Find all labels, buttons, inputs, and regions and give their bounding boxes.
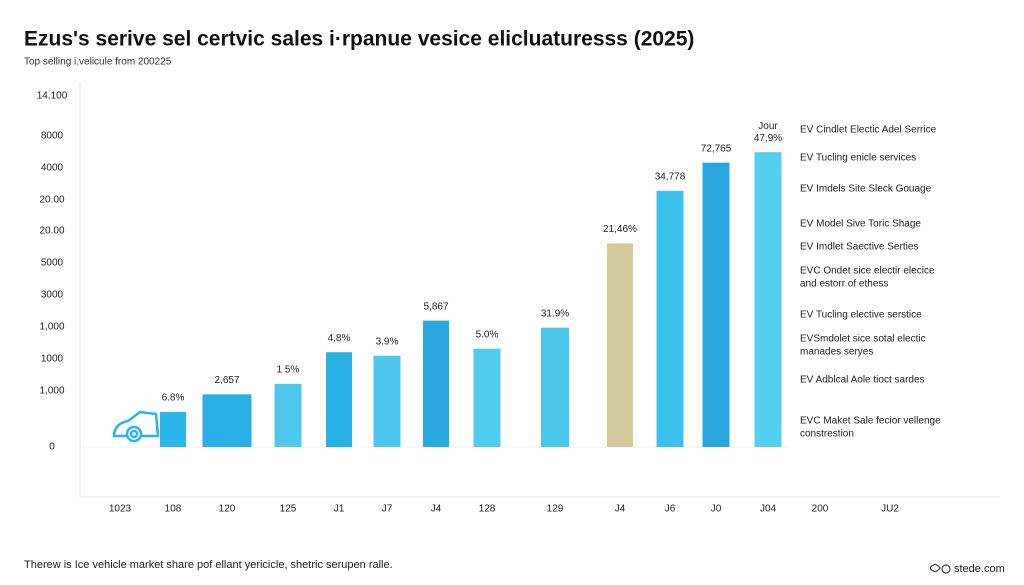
legend-entry: constrestion (800, 429, 854, 440)
x-tick-label: 200 (812, 504, 829, 515)
value-label: 1 5% (277, 364, 300, 375)
value-label: 4,8% (328, 333, 351, 344)
y-axis-label: 20.00 (39, 195, 64, 206)
value-label: 5.0% (476, 329, 499, 340)
bar (423, 320, 449, 447)
legend-entry: and estorr of ethess (800, 279, 888, 290)
y-axis-label: 1,000 (39, 322, 64, 333)
x-tick-label: J4 (431, 504, 442, 515)
bar (607, 243, 633, 447)
bar (202, 394, 252, 447)
source-icon (929, 563, 951, 574)
bar (373, 355, 401, 447)
y-axis-label: 5000 (41, 258, 64, 269)
legend-entry: EV Imdlet Saective Serties (800, 242, 918, 253)
x-tick-label: JU2 (881, 504, 899, 515)
y-axis-label: 0 (49, 442, 55, 453)
value-label: 5,867 (423, 301, 448, 312)
x-tick-label: J1 (334, 504, 345, 515)
footnote: Therew is Ice vehicle market share pof e… (24, 559, 393, 571)
chart-subtitle: Top selling i.velicule from 200225 (24, 57, 172, 68)
x-tick-label: J7 (382, 504, 393, 515)
y-axis-label: 14,100 (37, 91, 68, 102)
bar (541, 327, 569, 447)
bar (274, 383, 302, 447)
bar (326, 352, 352, 447)
bar (473, 348, 501, 447)
value-label: 34,778 (655, 171, 686, 182)
value-label: 72,765 (701, 143, 732, 154)
bar (160, 411, 186, 447)
x-tick-label: J04 (760, 504, 777, 515)
y-axis-label: 4000 (41, 163, 64, 174)
legend-entry: EV Tucling enicle services (800, 153, 916, 164)
x-tick-label: J6 (665, 504, 676, 515)
x-tick-label: 120 (219, 504, 236, 515)
y-axis-label: 8000 (41, 131, 64, 142)
legend-entry: manades seryes (800, 347, 873, 358)
chart-title: Ezus's serive sel certvic sales i·rpanue… (24, 28, 694, 51)
x-tick-label: 125 (280, 504, 297, 515)
y-axis-label: 1000 (41, 354, 64, 365)
value-label: 3.9% (376, 336, 399, 347)
legend-entry: EVC Maket Sale fecior vellenge (800, 416, 941, 427)
car-icon (112, 410, 160, 443)
x-tick-label: 1023 (109, 504, 132, 515)
legend-entry: EVSmdolet sice sotal electic (800, 334, 926, 345)
bar (656, 190, 684, 447)
x-tick-label: 129 (547, 504, 564, 515)
legend-entry: EVC Ondet sice electir elecice (800, 266, 935, 277)
y-axis-label: 3000 (41, 290, 64, 301)
legend-entry: EV Model Sive Toric Shage (800, 219, 921, 230)
value-label: 47,9% (754, 133, 782, 144)
x-tick-label: J4 (615, 504, 626, 515)
value-label: 31.9% (541, 308, 569, 319)
bar (702, 162, 730, 447)
x-tick-label: 108 (165, 504, 182, 515)
top-annotation: Jour (758, 121, 778, 132)
legend-entry: EV Imdels Site Sleck Gouage (800, 184, 932, 195)
x-tick-label: J0 (711, 504, 722, 515)
x-tick-label: 128 (479, 504, 496, 515)
value-label: 2,657 (214, 375, 239, 386)
legend-entry: EV Tucling elective serstice (800, 310, 922, 321)
source: stede.com (954, 563, 1005, 575)
legend-entry: EV Cindlet Electic Adel Serrice (800, 125, 937, 136)
y-axis-label: 1,000 (39, 386, 64, 397)
value-label: 21,46% (603, 224, 637, 235)
legend-entry: EV Adblcal Aole tioct sardes (800, 375, 925, 386)
bar (754, 152, 782, 447)
value-label: 6.8% (162, 393, 185, 404)
y-axis-label: 20.00 (39, 226, 64, 237)
